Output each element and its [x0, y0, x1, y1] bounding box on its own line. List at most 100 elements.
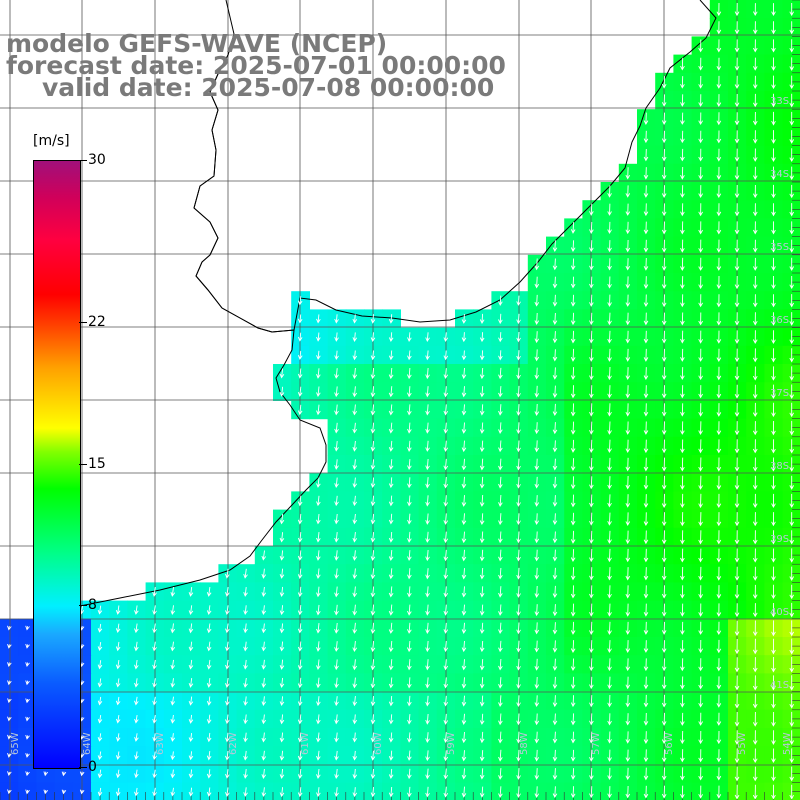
wind-arrow	[789, 130, 794, 144]
wind-arrow	[334, 513, 339, 525]
wind-arrow	[443, 368, 449, 380]
wind-arrow	[407, 732, 412, 743]
wind-arrow	[589, 348, 594, 362]
wind-arrow	[716, 676, 722, 690]
wind-arrow	[734, 548, 740, 563]
wind-arrow	[698, 112, 703, 126]
wind-arrow	[407, 714, 412, 725]
wind-arrow	[607, 694, 612, 708]
wind-arrow	[607, 512, 612, 526]
wind-arrow	[7, 789, 12, 795]
wind-arrow	[334, 622, 339, 634]
longitude-label: 56W	[664, 732, 675, 755]
wind-arrow	[625, 512, 631, 526]
wind-arrow	[570, 494, 576, 508]
wind-arrow	[552, 695, 558, 708]
wind-arrow	[625, 676, 631, 690]
wind-arrow	[734, 566, 740, 581]
wind-arrow	[771, 566, 776, 581]
wind-arrow	[334, 550, 339, 561]
wind-arrow	[461, 677, 467, 689]
wind-arrow	[188, 787, 194, 797]
wind-arrow	[115, 660, 121, 670]
wind-arrow	[771, 584, 776, 600]
wind-arrow	[498, 677, 503, 689]
wind-arrow	[261, 750, 267, 761]
wind-arrow	[771, 294, 776, 308]
wind-arrow	[334, 332, 339, 342]
wind-arrow	[534, 476, 540, 489]
wind-arrow	[534, 768, 540, 780]
wind-arrow	[97, 623, 103, 633]
wind-arrow	[716, 39, 722, 53]
wind-arrow	[297, 623, 303, 634]
wind-arrow	[243, 605, 248, 616]
wind-arrow	[170, 733, 176, 742]
wind-arrow	[425, 332, 430, 343]
wind-arrow	[352, 568, 358, 580]
wind-arrow	[752, 657, 758, 673]
wind-arrow	[516, 531, 521, 544]
wind-arrow	[443, 495, 449, 507]
wind-arrow	[698, 39, 703, 53]
wind-arrow	[534, 312, 540, 325]
wind-arrow	[352, 404, 358, 416]
longitude-label: 57W	[591, 732, 602, 755]
wind-arrow	[661, 112, 667, 125]
wind-arrow	[771, 57, 776, 71]
wind-arrow	[388, 477, 394, 489]
wind-arrow	[97, 678, 103, 688]
wind-arrow	[479, 404, 485, 416]
wind-arrow	[789, 239, 794, 253]
wind-arrow	[589, 258, 594, 271]
wind-arrow	[789, 493, 794, 509]
wind-arrow	[316, 677, 321, 689]
wind-arrow	[698, 385, 703, 399]
wind-arrow	[771, 656, 776, 673]
wind-arrow	[261, 586, 267, 597]
wind-arrow	[97, 787, 103, 797]
wind-arrow	[407, 750, 412, 761]
wind-arrow	[316, 314, 321, 324]
wind-arrow	[352, 422, 358, 434]
wind-arrow	[425, 622, 430, 634]
wind-arrow	[716, 548, 722, 563]
wind-arrow	[589, 366, 594, 381]
wind-arrow	[352, 787, 358, 798]
wind-arrow	[334, 586, 339, 598]
wind-arrow	[589, 240, 594, 253]
wind-arrow	[643, 312, 649, 326]
wind-arrow	[152, 696, 157, 706]
wind-arrow	[425, 659, 430, 671]
wind-arrow	[589, 603, 594, 617]
wind-arrow	[498, 476, 503, 489]
wind-arrow	[625, 475, 631, 490]
wind-arrow	[680, 148, 685, 162]
wind-arrow	[206, 605, 212, 616]
wind-arrow	[625, 767, 631, 781]
wind-arrow	[680, 257, 685, 271]
wind-arrow	[352, 513, 358, 525]
wind-arrow	[771, 475, 776, 490]
wind-arrow	[716, 730, 722, 745]
wind-arrow	[188, 623, 194, 634]
wind-arrow	[498, 713, 503, 726]
wind-arrow	[698, 585, 703, 599]
wind-arrow	[570, 222, 576, 234]
wind-arrow	[297, 641, 303, 652]
wind-arrow	[698, 185, 703, 199]
wind-arrow	[316, 532, 321, 543]
wind-arrow	[680, 185, 685, 198]
wind-arrow	[425, 713, 430, 725]
wind-arrow	[771, 276, 776, 290]
wind-arrow	[643, 676, 649, 690]
wind-arrow	[752, 330, 758, 345]
wind-arrow	[25, 716, 30, 722]
wind-arrow	[789, 221, 794, 235]
wind-arrow	[407, 677, 412, 689]
wind-arrow	[479, 604, 485, 616]
wind-arrow	[134, 678, 139, 688]
wind-arrow	[461, 659, 467, 671]
wind-arrow	[607, 439, 612, 454]
wind-arrow	[643, 567, 649, 581]
